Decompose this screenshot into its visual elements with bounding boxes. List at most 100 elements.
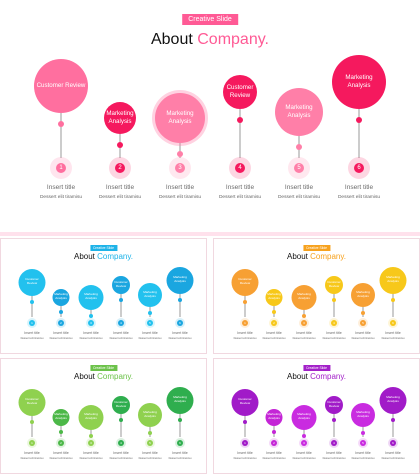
step-description: Dessert elit tiramisu [79,457,103,460]
timeline-stem [303,429,305,437]
step-number: 5 [360,440,366,446]
step-title: Insert title [83,331,99,335]
step-number: 2 [58,320,64,326]
step-number: 3 [301,320,307,326]
step-title: Insert title [266,331,282,335]
step-bubble[interactable]: Marketing Analysis [291,404,317,430]
step-bubble[interactable]: Marketing Analysis [265,288,283,306]
slide-main[interactable]: Creative Slide About Company. Customer Rev… [0,0,420,236]
step-bubble[interactable]: Customer Review [18,268,46,296]
step-bubble[interactable]: Customer Review [223,75,257,109]
step-description: Dessert elit tiramisu [351,337,375,340]
slide-thumbnail-green[interactable]: Creative Slide About Company. Customer Rev… [0,358,207,474]
step-title: Insert title [326,451,342,455]
step-bubble[interactable]: Customer Review [34,59,88,113]
timeline-dot [178,417,182,422]
step-number: 1 [29,440,35,446]
step-number: 6 [177,320,183,326]
step-bubble[interactable]: Marketing Analysis [166,386,194,414]
step-number: 3 [88,440,94,446]
slide-tag-badge: Creative Slide [302,365,331,371]
title-suffix: . [130,252,134,261]
step-bubble[interactable]: Marketing Analysis [78,404,104,430]
timeline-stem [392,413,394,437]
step-bubble[interactable]: Marketing Analysis [275,88,323,136]
step-bubble-label: Customer Review [327,280,341,288]
step-bubble[interactable]: Marketing Analysis [104,102,136,134]
step-bubble[interactable]: Marketing Analysis [78,284,104,310]
timeline-stem [120,294,122,317]
timeline-stem [179,143,181,158]
step-bubble[interactable]: Customer Review [231,268,259,296]
step-description: Dessert elit tiramisu [39,195,83,200]
step-title: Insert title [284,184,314,191]
step-bubble-label: Marketing Analysis [106,110,134,125]
step-bubble[interactable]: Customer Review [325,276,343,294]
step-number: 4 [235,163,245,173]
timeline-stem [90,309,92,317]
step-bubble-label: Customer Review [114,280,128,288]
step-bubble-label: Marketing Analysis [166,110,194,125]
slide-thumbnail-purple[interactable]: Creative Slide About Company. Customer Rev… [213,358,420,474]
step-description: Dessert elit tiramisu [262,337,286,340]
step-number: 1 [56,163,66,173]
step-bubble-label: Marketing Analysis [297,292,311,300]
step-bubble[interactable]: Customer Review [18,388,46,416]
timeline-step: Marketing Analysis 3 Insert title Dessert e… [61,239,121,353]
step-bubble-label: Marketing Analysis [54,292,68,300]
step-number: 5 [147,320,153,326]
step-bubble[interactable]: Marketing Analysis [351,403,375,427]
step-bubble-label: Marketing Analysis [54,412,68,420]
step-bubble[interactable]: Customer Review [231,388,259,416]
step-title: Insert title [165,184,195,191]
title-accent: Company [197,31,265,48]
step-number: 4 [118,320,124,326]
timeline-step: Customer Review 1 Insert title Dessert elit… [31,0,91,232]
step-bubble[interactable]: Customer Review [112,396,130,414]
timeline-dot [59,309,63,314]
slide-thumbnail-blue[interactable]: Creative Slide About Company. Customer Rev… [0,238,207,354]
step-bubble[interactable]: Marketing Analysis [265,408,283,426]
step-description: Dessert elit tiramisu [381,337,405,340]
step-bubble[interactable]: Marketing Analysis [166,266,194,294]
step-bubble-label: Marketing Analysis [356,290,370,298]
step-title: Insert title [46,184,76,191]
slide-thumbnail-orange[interactable]: Creative Slide About Company. Customer Rev… [213,238,420,354]
step-bubble[interactable]: Customer Review [325,396,343,414]
step-bubble[interactable]: Marketing Analysis [52,408,70,426]
step-title: Insert title [296,451,312,455]
step-number: 4 [118,440,124,446]
timeline-step: Customer Review 1 Insert title Dessert elit… [2,239,62,353]
step-title: Insert title [53,331,69,335]
title-suffix: . [264,31,269,48]
step-bubble[interactable]: Marketing Analysis [52,288,70,306]
step-bubble-label: Customer Review [114,400,128,408]
step-bubble[interactable]: Marketing Analysis [138,283,162,307]
timeline-stem [303,309,305,317]
timeline-step: Marketing Analysis 5 Insert title Dessert e… [120,239,180,353]
step-description: Dessert elit tiramisu [233,337,257,340]
timeline-dot [59,429,63,434]
step-bubble[interactable]: Customer Review [112,276,130,294]
step-bubble-label: Customer Review [226,84,254,99]
slide-title: About Company. [214,372,419,381]
step-bubble[interactable]: Marketing Analysis [155,93,205,143]
timeline-dot [272,309,276,314]
step-bubble[interactable]: Marketing Analysis [351,283,375,307]
step-description: Dessert elit tiramisu [351,457,375,460]
title-prefix: About [73,252,98,261]
step-number: 3 [301,440,307,446]
title-accent: Company [310,372,344,381]
step-bubble[interactable]: Marketing Analysis [379,386,407,414]
timeline-dot [302,313,306,318]
step-title: Insert title [326,331,342,335]
step-bubble[interactable]: Marketing Analysis [332,55,386,109]
timeline-step: Customer Review 1 Insert title Dessert elit… [215,359,275,473]
timeline-step: Marketing Analysis 3 Insert title Dessert e… [274,359,334,473]
step-bubble[interactable]: Marketing Analysis [138,403,162,427]
timeline-dot [89,313,93,318]
step-bubble[interactable]: Marketing Analysis [379,266,407,294]
step-title: Insert title [142,331,158,335]
step-bubble[interactable]: Marketing Analysis [291,284,317,310]
step-description: Dessert elit tiramisu [49,337,73,340]
